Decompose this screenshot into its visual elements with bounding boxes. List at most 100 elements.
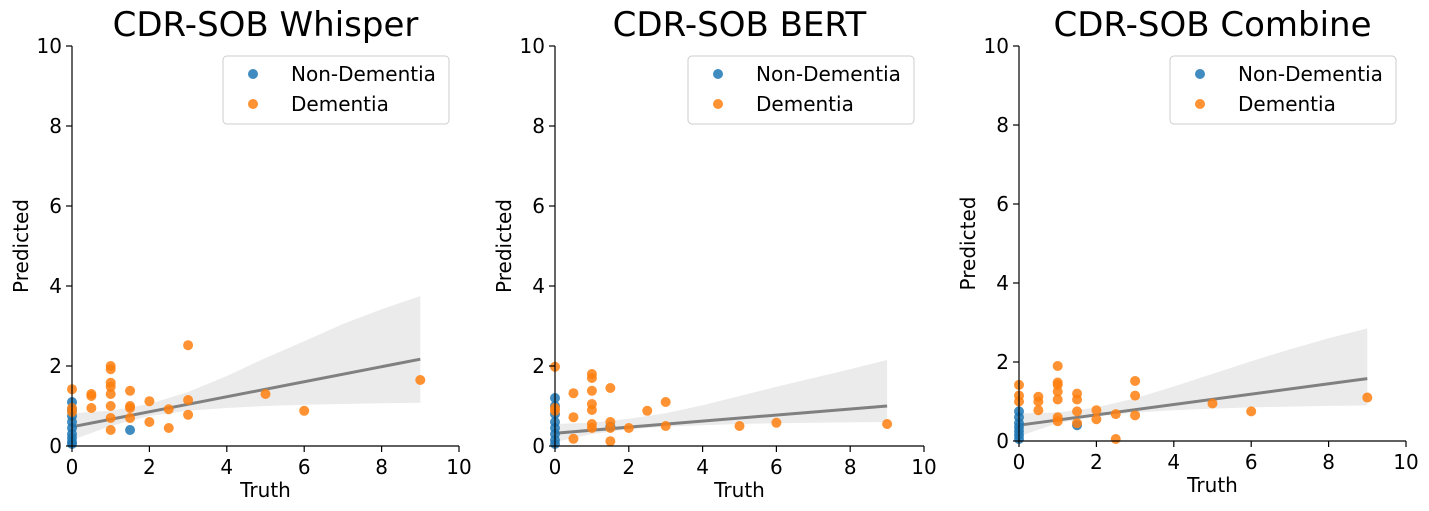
- legend-marker-non-dementia: [1195, 69, 1205, 79]
- chart-title: CDR-SOB BERT: [613, 5, 867, 45]
- x-axis-label: Truth: [239, 478, 291, 502]
- dementia-point: [1110, 434, 1121, 445]
- legend-marker-non-dementia: [248, 69, 258, 79]
- dementia-point: [623, 423, 634, 433]
- dementia-point: [125, 385, 136, 396]
- y-tick-label: 10: [37, 34, 62, 58]
- dementia-point: [86, 403, 97, 413]
- x-tick-label: 6: [1245, 450, 1258, 474]
- legend-label-dementia: Dementia: [756, 92, 854, 116]
- dementia-point: [1130, 410, 1141, 421]
- x-tick-label: 6: [298, 455, 311, 479]
- y-tick-label: 4: [49, 274, 62, 298]
- y-tick-label: 4: [532, 274, 545, 298]
- x-tick-label: 2: [622, 455, 635, 479]
- dementia-point: [86, 391, 97, 401]
- chart-panel-2: [549, 45, 925, 452]
- legend-label-non-dementia: Non-Dementia: [291, 62, 436, 86]
- legend-box: [222, 55, 450, 125]
- dementia-point: [105, 389, 116, 399]
- dementia-point: [299, 405, 310, 416]
- non-dementia-point: [125, 425, 136, 435]
- y-tick-label: 6: [996, 192, 1009, 216]
- y-tick-label: 2: [49, 354, 62, 378]
- x-tick-label: 0: [66, 455, 79, 479]
- dementia-point: [183, 409, 194, 420]
- confidence-band: [72, 296, 421, 440]
- legend-label-dementia: Dementia: [1238, 92, 1336, 116]
- dementia-point: [105, 425, 116, 435]
- dementia-point: [163, 423, 174, 433]
- chart-panel-3: [1013, 45, 1407, 447]
- dementia-point: [163, 404, 174, 415]
- dementia-point: [568, 412, 579, 423]
- dementia-point: [144, 417, 155, 427]
- dementia-point: [1072, 418, 1083, 429]
- dementia-point: [586, 423, 597, 433]
- dementia-point: [882, 419, 893, 429]
- legend-label-non-dementia: Non-Dementia: [1238, 62, 1383, 86]
- dementia-point: [771, 417, 782, 428]
- x-tick-label: 10: [911, 455, 936, 479]
- x-axis-label: Truth: [1186, 473, 1238, 497]
- dementia-point: [415, 375, 426, 385]
- dementia-point: [1207, 398, 1218, 409]
- dementia-point: [125, 403, 136, 413]
- x-tick-label: 4: [696, 455, 709, 479]
- dementia-point: [144, 396, 155, 407]
- y-axis-label: Predicted: [956, 197, 980, 291]
- y-tick-label: 2: [996, 350, 1009, 374]
- chart-title: CDR-SOB Combine: [1053, 5, 1371, 45]
- dementia-point: [586, 405, 597, 415]
- dementia-point: [1130, 390, 1141, 401]
- y-tick-label: 0: [996, 429, 1009, 453]
- dementia-point: [183, 340, 194, 351]
- dementia-point: [1130, 375, 1141, 386]
- dementia-point: [1033, 396, 1044, 407]
- legend-marker-dementia: [713, 99, 723, 109]
- y-axis-label: Predicted: [9, 199, 33, 293]
- legend-label-dementia: Dementia: [291, 92, 389, 116]
- legend-label-non-dementia: Non-Dementia: [756, 62, 901, 86]
- legend-box: [687, 55, 915, 125]
- dementia-point: [586, 385, 597, 396]
- dementia-point: [105, 381, 116, 392]
- confidence-band: [555, 360, 888, 442]
- dementia-point: [605, 436, 616, 447]
- x-tick-label: 10: [446, 455, 471, 479]
- x-tick-label: 2: [143, 455, 156, 479]
- dementia-point: [605, 383, 616, 393]
- dementia-point: [105, 364, 116, 375]
- y-tick-label: 10: [520, 34, 545, 58]
- x-tick-label: 8: [375, 455, 388, 479]
- dementia-point: [1246, 406, 1257, 417]
- y-tick-label: 10: [984, 34, 1009, 58]
- x-tick-label: 4: [1167, 450, 1180, 474]
- confidence-band: [1019, 328, 1368, 437]
- legend-marker-non-dementia: [713, 69, 723, 79]
- y-tick-label: 8: [532, 114, 545, 138]
- dementia-point: [105, 401, 116, 411]
- dementia-point: [734, 421, 745, 431]
- x-tick-label: 2: [1090, 450, 1103, 474]
- x-tick-label: 8: [844, 455, 857, 479]
- y-tick-label: 8: [49, 114, 62, 138]
- dementia-point: [1072, 394, 1083, 405]
- dementia-point: [260, 389, 271, 399]
- dementia-point: [1052, 360, 1063, 371]
- x-axis-label: Truth: [713, 478, 765, 502]
- dementia-point: [105, 413, 116, 423]
- chart-panel-1: [66, 45, 460, 452]
- x-tick-label: 0: [1013, 450, 1026, 474]
- dementia-point: [586, 373, 597, 383]
- y-tick-label: 6: [49, 194, 62, 218]
- dementia-point: [568, 433, 579, 444]
- dementia-point: [125, 413, 136, 423]
- x-tick-label: 10: [1393, 450, 1418, 474]
- regression-line: [1018, 377, 1368, 427]
- dementia-point: [660, 421, 671, 431]
- y-tick-label: 8: [996, 113, 1009, 137]
- y-tick-label: 6: [532, 194, 545, 218]
- dementia-point: [1091, 405, 1102, 416]
